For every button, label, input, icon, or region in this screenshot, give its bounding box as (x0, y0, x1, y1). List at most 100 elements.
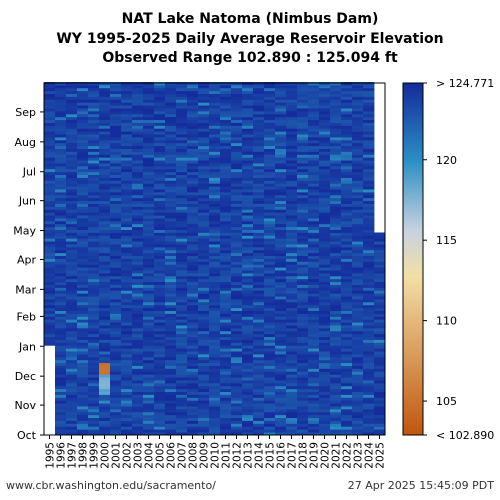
heatmap-cell (55, 160, 67, 164)
heatmap-cell (319, 287, 331, 291)
heatmap-cell (220, 359, 232, 364)
heatmap-cell (132, 223, 144, 228)
heatmap-cell (242, 197, 254, 202)
heatmap-cell (231, 235, 243, 239)
heatmap-cell (286, 290, 298, 294)
heatmap-cell (363, 134, 375, 138)
heatmap-cell (341, 165, 353, 170)
heatmap-cell (319, 417, 331, 421)
heatmap-cell (352, 301, 364, 306)
heatmap-cell (264, 296, 276, 300)
heatmap-cell (187, 310, 199, 314)
heatmap-cell (209, 374, 221, 378)
heatmap-cell (154, 165, 166, 170)
heatmap-cell (253, 394, 265, 398)
heatmap-cell (308, 339, 320, 343)
heatmap-cell (308, 408, 320, 413)
heatmap-cell (165, 301, 177, 306)
heatmap-cell (187, 232, 199, 236)
heatmap-cell (165, 203, 177, 207)
heatmap-cell (132, 261, 144, 265)
heatmap-cell (198, 356, 210, 361)
heatmap-cell (66, 333, 78, 338)
heatmap-cell (374, 342, 386, 346)
heatmap-cell (297, 301, 309, 306)
heatmap-cell (220, 382, 232, 387)
heatmap-cell (231, 319, 243, 323)
heatmap-cell (264, 197, 276, 202)
heatmap-cell (341, 255, 353, 259)
heatmap-cell (308, 299, 320, 303)
heatmap-cell (77, 131, 89, 135)
heatmap-cell (319, 391, 331, 395)
heatmap-cell (220, 105, 232, 109)
heatmap-cell (198, 165, 210, 170)
heatmap-cell (187, 235, 199, 239)
heatmap-cell (231, 244, 243, 248)
heatmap-cell (352, 113, 364, 118)
heatmap-cell (110, 131, 122, 135)
heatmap-cell (77, 272, 89, 277)
heatmap-cell (352, 139, 364, 144)
heatmap-cell (275, 391, 287, 395)
heatmap-cell (253, 160, 265, 164)
heatmap-cell (154, 333, 166, 338)
heatmap-cell (286, 82, 298, 86)
heatmap-cell (330, 359, 342, 364)
heatmap-cell (220, 313, 232, 317)
heatmap-cell (110, 377, 122, 381)
heatmap-cell (154, 116, 166, 121)
heatmap-cell (363, 394, 375, 398)
heatmap-cell (242, 426, 254, 430)
heatmap-cell (286, 154, 298, 158)
heatmap-cell (286, 142, 298, 147)
heatmap-cell (176, 183, 188, 187)
heatmap-cell (66, 90, 78, 95)
heatmap-cell (231, 128, 243, 132)
heatmap-cell (264, 362, 276, 366)
heatmap-cell (198, 290, 210, 294)
heatmap-cell (330, 197, 342, 202)
heatmap-cell (275, 189, 287, 193)
heatmap-cell (154, 284, 166, 288)
heatmap-cell (341, 385, 353, 390)
heatmap-cell (198, 327, 210, 332)
heatmap-cell (363, 423, 375, 427)
heatmap-cell (341, 307, 353, 311)
heatmap-cell (154, 290, 166, 294)
heatmap-cell (132, 157, 144, 161)
heatmap-cell (330, 108, 342, 112)
heatmap-cell (275, 420, 287, 424)
heatmap-cell (231, 154, 243, 158)
heatmap-cell (44, 119, 56, 123)
heatmap-cell (297, 194, 309, 199)
heatmap-cell (231, 345, 243, 349)
heatmap-cell (143, 191, 155, 196)
heatmap-cell (341, 241, 353, 245)
heatmap-cell (308, 365, 320, 369)
heatmap-cell (154, 368, 166, 372)
footer-url[interactable]: www.cbr.washington.edu/sacramento/ (6, 479, 216, 492)
heatmap-cell (352, 313, 364, 317)
heatmap-cell (275, 220, 287, 225)
heatmap-cell (154, 382, 166, 387)
heatmap-cell (330, 206, 342, 210)
heatmap-cell (66, 200, 78, 204)
heatmap-cell (77, 163, 89, 167)
heatmap-cell (165, 105, 177, 109)
heatmap-cell (220, 241, 232, 245)
heatmap-cell (319, 131, 331, 135)
heatmap-cell (264, 244, 276, 248)
heatmap-cell (143, 82, 155, 86)
heatmap-cell (286, 168, 298, 173)
heatmap-cell (330, 223, 342, 228)
heatmap-cell (264, 87, 276, 92)
heatmap-cell (352, 128, 364, 132)
heatmap-cell (110, 406, 122, 410)
heatmap-cell (55, 356, 67, 361)
heatmap-cell (132, 197, 144, 202)
heatmap-cell (363, 108, 375, 112)
heatmap-cell (88, 296, 100, 300)
heatmap-cell (176, 93, 188, 97)
